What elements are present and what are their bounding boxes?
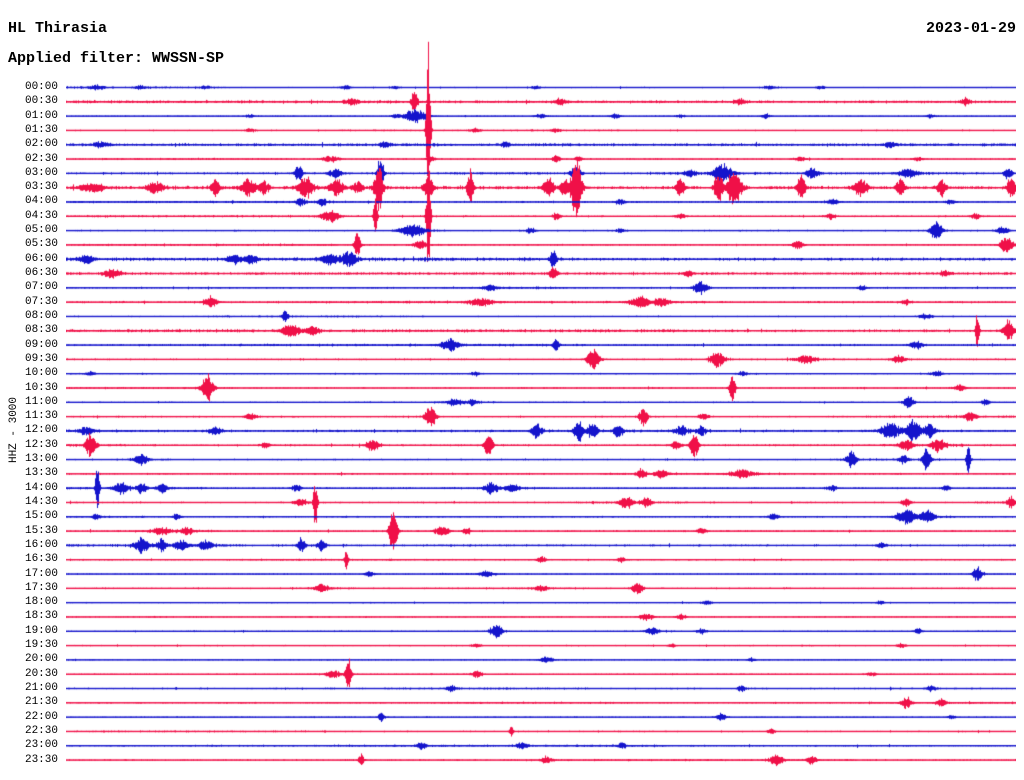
- time-label: 05:00: [24, 224, 58, 237]
- time-label: 11:00: [24, 395, 58, 408]
- time-label: 19:30: [24, 639, 58, 652]
- time-label: 22:00: [24, 710, 58, 723]
- time-label: 00:00: [24, 81, 58, 93]
- time-label: 13:30: [24, 467, 58, 480]
- time-label: 11:30: [24, 410, 58, 423]
- time-label: 23:30: [24, 753, 58, 766]
- time-label: 22:30: [24, 724, 58, 737]
- time-label: 01:00: [24, 109, 58, 122]
- time-label: 04:00: [24, 195, 58, 208]
- time-label: 18:30: [24, 610, 58, 623]
- time-label: 03:00: [24, 166, 58, 179]
- time-label: 07:30: [24, 295, 58, 308]
- time-label: 01:30: [24, 123, 58, 136]
- time-axis: 00:00 00:30 01:00 01:30 02:00 02:30 03:00 03:30…: [0, 0, 58, 780]
- time-label: 20:00: [24, 653, 58, 666]
- time-label: 03:30: [24, 181, 58, 194]
- time-label: 23:00: [24, 739, 58, 752]
- time-label: 13:00: [24, 453, 58, 466]
- time-label: 20:30: [24, 667, 58, 680]
- time-label: 10:00: [24, 367, 58, 380]
- time-label: 14:30: [24, 495, 58, 508]
- time-label: 09:00: [24, 338, 58, 351]
- time-label: 02:00: [24, 138, 58, 151]
- time-label: 07:00: [24, 281, 58, 294]
- time-label: 09:30: [24, 352, 58, 365]
- time-label: 17:30: [24, 581, 58, 594]
- time-label: 19:00: [24, 624, 58, 637]
- time-label: 08:30: [24, 324, 58, 337]
- time-label: 10:30: [24, 381, 58, 394]
- time-label: 14:00: [24, 481, 58, 494]
- time-label: 08:00: [24, 309, 58, 322]
- time-label: 12:30: [24, 438, 58, 451]
- time-label: 06:00: [24, 252, 58, 265]
- time-label: 04:30: [24, 209, 58, 222]
- time-label: 02:30: [24, 152, 58, 165]
- time-label: 05:30: [24, 238, 58, 251]
- seismogram-traces-canvas: [66, 30, 1016, 778]
- time-label: 16:00: [24, 538, 58, 551]
- time-label: 15:00: [24, 510, 58, 523]
- time-label: 16:30: [24, 553, 58, 566]
- time-label: 12:00: [24, 424, 58, 437]
- time-label: 00:30: [24, 95, 58, 108]
- time-label: 21:30: [24, 696, 58, 709]
- time-label: 06:30: [24, 267, 58, 280]
- time-label: 18:00: [24, 596, 58, 609]
- time-label: 17:00: [24, 567, 58, 580]
- time-label: 15:30: [24, 524, 58, 537]
- time-label: 21:00: [24, 682, 58, 695]
